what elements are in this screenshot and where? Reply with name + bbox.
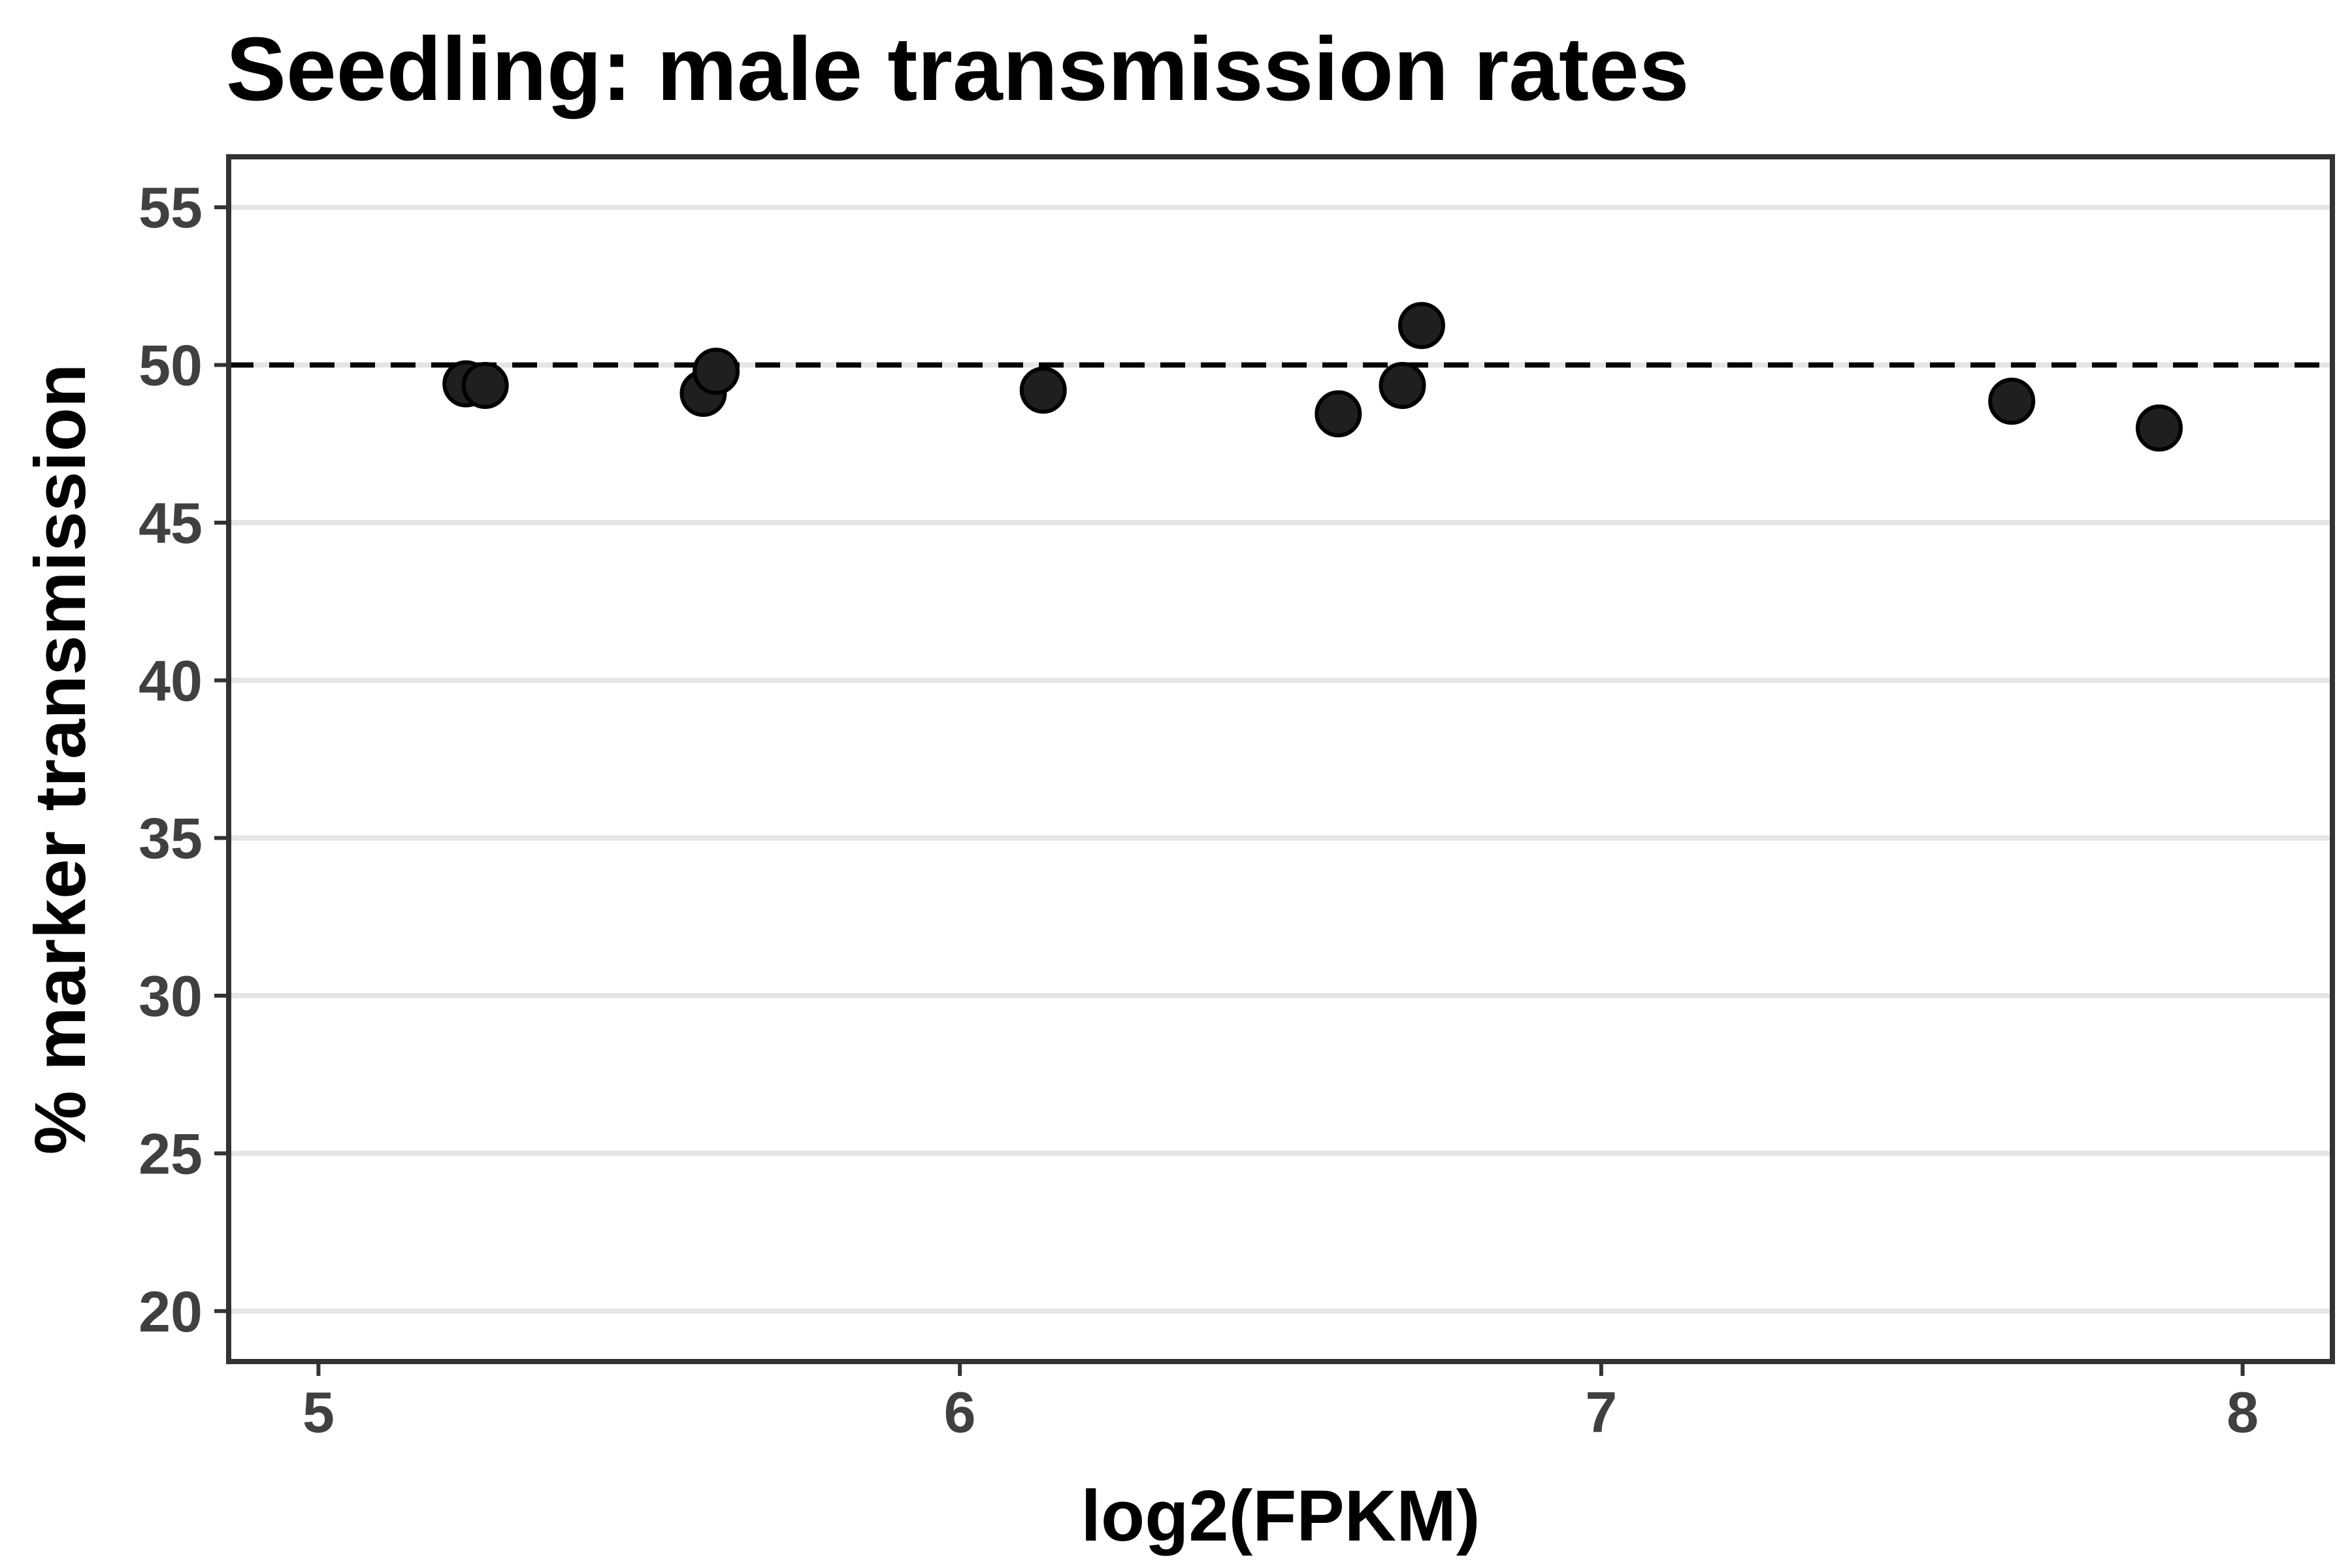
data-points <box>442 302 2183 452</box>
y-tick-label: 30 <box>139 964 203 1028</box>
x-tick-label: 8 <box>2227 1380 2259 1445</box>
x-axis: 5 6 7 8 <box>302 1362 2259 1445</box>
plot-panel-border <box>226 154 2335 1364</box>
data-point <box>1988 378 2036 425</box>
data-point <box>461 361 509 409</box>
data-point <box>693 348 740 395</box>
y-tick-label: 55 <box>139 175 203 240</box>
gridlines <box>229 204 2332 1314</box>
y-tick-label: 35 <box>139 806 203 871</box>
y-tick-label: 40 <box>139 648 203 713</box>
x-tick-label: 7 <box>1585 1380 1617 1445</box>
x-tick-label: 6 <box>944 1380 976 1445</box>
data-point <box>2135 404 2183 452</box>
y-tick-label: 25 <box>139 1121 203 1186</box>
x-tick-label: 5 <box>302 1380 335 1445</box>
y-tick-label: 45 <box>139 491 203 555</box>
data-point <box>1379 361 1426 409</box>
data-point <box>1019 367 1067 414</box>
y-axis-title: % marker transmission <box>20 364 101 1155</box>
data-point <box>1397 302 1445 350</box>
y-tick-label: 50 <box>139 333 203 398</box>
x-axis-title: log2(FPKM) <box>1081 1476 1480 1556</box>
y-tick-label: 20 <box>139 1279 203 1344</box>
chart-title: Seedling: male transmission rates <box>226 19 1689 120</box>
y-axis: 20 25 30 35 40 45 50 55 <box>139 175 229 1344</box>
data-point <box>1315 390 1362 438</box>
